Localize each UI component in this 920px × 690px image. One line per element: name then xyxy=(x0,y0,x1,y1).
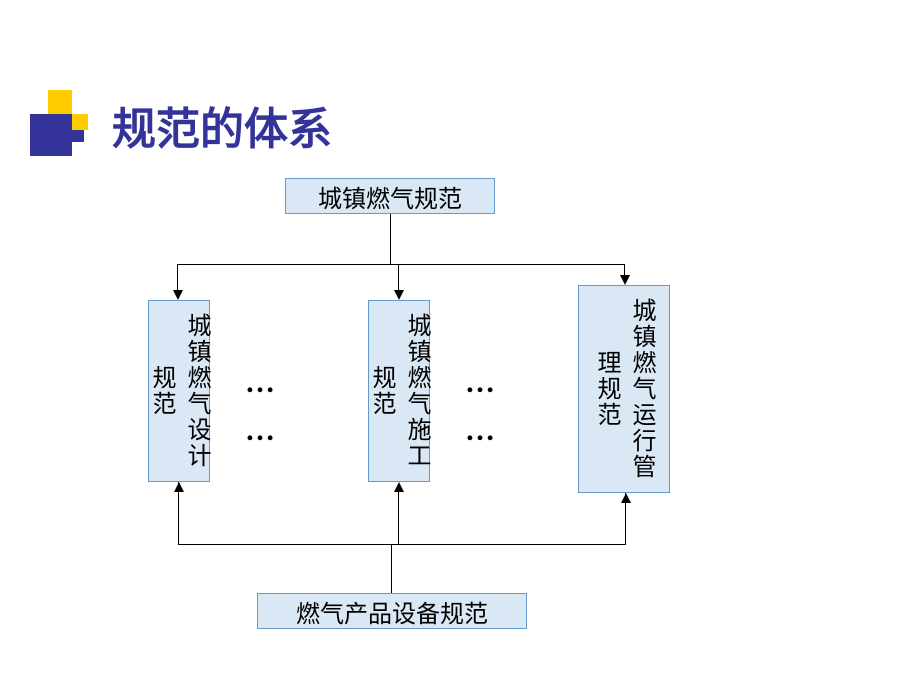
ellipsis-icon: … xyxy=(245,420,275,441)
node-right: 城镇燃气运行管理规范 xyxy=(578,285,670,493)
ellipsis-icon: … xyxy=(465,420,495,441)
node-bottom: 燃气产品设备规范 xyxy=(257,593,527,629)
page-title: 规范的体系 xyxy=(112,93,332,157)
node-top: 城镇燃气规范 xyxy=(285,178,495,214)
node-mid: 城镇燃气施工规范 xyxy=(368,300,430,482)
ellipsis-icon: … xyxy=(245,372,275,393)
title-block: 规范的体系 xyxy=(30,90,332,160)
ellipsis-icon: … xyxy=(465,372,495,393)
logo-icon xyxy=(30,90,100,160)
node-left: 城镇燃气设计规范 xyxy=(148,300,210,482)
